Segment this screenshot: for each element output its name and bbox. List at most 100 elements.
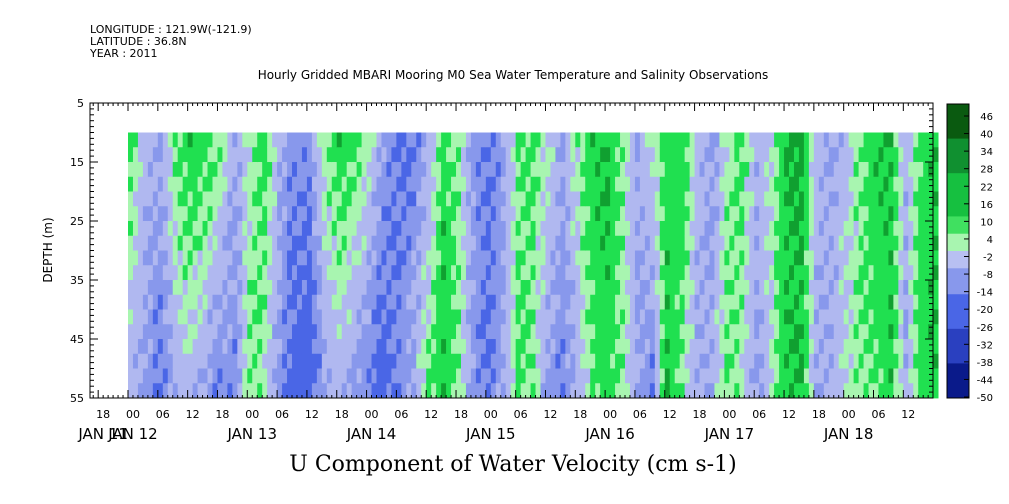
heatmap-cell bbox=[629, 235, 636, 251]
heatmap-cell bbox=[446, 339, 452, 355]
heatmap-cell bbox=[456, 368, 462, 384]
heatmap-cell bbox=[451, 353, 457, 369]
heatmap-cell bbox=[853, 309, 859, 325]
colorbar-band bbox=[947, 242, 969, 252]
heatmap-cell bbox=[441, 383, 447, 399]
heatmap-cell bbox=[366, 265, 372, 281]
heatmap-cell bbox=[749, 309, 755, 325]
heatmap-cell bbox=[764, 294, 770, 310]
heatmap-cell bbox=[431, 162, 437, 178]
heatmap-cell bbox=[137, 250, 144, 266]
heatmap-cell bbox=[147, 309, 154, 325]
heatmap-cell bbox=[376, 221, 382, 237]
heatmap-cell bbox=[620, 353, 626, 369]
heatmap-cell bbox=[242, 265, 248, 281]
heatmap-cell bbox=[272, 324, 278, 340]
heatmap-cell bbox=[575, 206, 581, 222]
heatmap-cell bbox=[893, 176, 899, 192]
heatmap-cell bbox=[311, 206, 318, 222]
heatmap-cell bbox=[684, 383, 691, 399]
heatmap-cell bbox=[207, 368, 213, 384]
heatmap-cell bbox=[152, 339, 159, 355]
heatmap-cell bbox=[157, 221, 164, 237]
heatmap-cell bbox=[580, 339, 586, 355]
heatmap-cell bbox=[893, 309, 899, 325]
heatmap-cell bbox=[207, 147, 213, 163]
heatmap-cell bbox=[292, 191, 298, 207]
heatmap-cell bbox=[371, 221, 377, 237]
heatmap-cell bbox=[689, 339, 695, 355]
heatmap-cell bbox=[217, 162, 223, 178]
heatmap-cell bbox=[132, 280, 139, 296]
heatmap-cell bbox=[456, 176, 462, 192]
heatmap-cell bbox=[784, 280, 790, 296]
colorbar-band bbox=[947, 121, 969, 131]
heatmap-cell bbox=[232, 368, 238, 384]
heatmap-cell bbox=[292, 353, 298, 369]
heatmap-cell bbox=[152, 294, 159, 310]
heatmap-cell bbox=[296, 147, 303, 163]
heatmap-cell bbox=[277, 383, 283, 399]
heatmap-cell bbox=[525, 339, 531, 355]
heatmap-cell bbox=[853, 250, 859, 266]
heatmap-cell bbox=[644, 280, 651, 296]
heatmap-cell bbox=[749, 206, 755, 222]
heatmap-cell bbox=[222, 235, 228, 251]
heatmap-cell bbox=[207, 280, 213, 296]
heatmap-cell bbox=[446, 235, 452, 251]
heatmap-cell bbox=[272, 368, 278, 384]
heatmap-cell bbox=[157, 132, 164, 148]
heatmap-cell bbox=[590, 353, 596, 369]
heatmap-cell bbox=[147, 221, 154, 237]
heatmap-cell bbox=[237, 147, 243, 163]
heatmap-cell bbox=[610, 339, 616, 355]
heatmap-cell bbox=[272, 265, 278, 281]
heatmap-cell bbox=[137, 191, 144, 207]
heatmap-cell bbox=[818, 324, 825, 340]
heatmap-cell bbox=[436, 309, 442, 325]
heatmap-cell bbox=[316, 294, 323, 310]
heatmap-cell bbox=[247, 132, 253, 148]
heatmap-cell bbox=[505, 368, 512, 384]
heatmap-cell bbox=[540, 206, 546, 222]
heatmap-cell bbox=[207, 309, 213, 325]
heatmap-cell bbox=[147, 250, 154, 266]
heatmap-cell bbox=[366, 250, 372, 266]
heatmap-cell bbox=[779, 221, 785, 237]
heatmap-cell bbox=[252, 383, 258, 399]
heatmap-cell bbox=[903, 324, 909, 340]
heatmap-cell bbox=[480, 162, 487, 178]
heatmap-cell bbox=[202, 383, 208, 399]
heatmap-cell bbox=[515, 191, 522, 207]
heatmap-cell bbox=[232, 235, 238, 251]
heatmap-cell bbox=[436, 294, 442, 310]
heatmap-cell bbox=[793, 309, 800, 325]
heatmap-cell bbox=[615, 265, 621, 281]
heatmap-cell bbox=[754, 162, 760, 178]
heatmap-cell bbox=[426, 162, 432, 178]
heatmap-cell bbox=[659, 132, 666, 148]
heatmap-cell bbox=[789, 147, 795, 163]
heatmap-cell bbox=[873, 191, 879, 207]
x-axis-label: U Component of Water Velocity (cm s-1) bbox=[289, 452, 737, 477]
heatmap-cell bbox=[252, 309, 258, 325]
heatmap-cell bbox=[843, 339, 850, 355]
heatmap-cell bbox=[838, 353, 845, 369]
heatmap-cell bbox=[401, 147, 407, 163]
heatmap-cell bbox=[222, 309, 228, 325]
heatmap-cell bbox=[928, 235, 934, 251]
heatmap-cell bbox=[282, 132, 288, 148]
heatmap-cell bbox=[789, 353, 795, 369]
heatmap-cell bbox=[132, 368, 139, 384]
heatmap-cell bbox=[296, 235, 303, 251]
heatmap-cell bbox=[639, 162, 646, 178]
heatmap-cell bbox=[679, 265, 686, 281]
heatmap-cell bbox=[883, 368, 889, 384]
heatmap-cell bbox=[147, 176, 154, 192]
heatmap-cell bbox=[664, 339, 671, 355]
heatmap-cell bbox=[351, 191, 358, 207]
heatmap-cell bbox=[704, 368, 710, 384]
heatmap-cell bbox=[361, 250, 367, 266]
heatmap-cell bbox=[644, 339, 651, 355]
